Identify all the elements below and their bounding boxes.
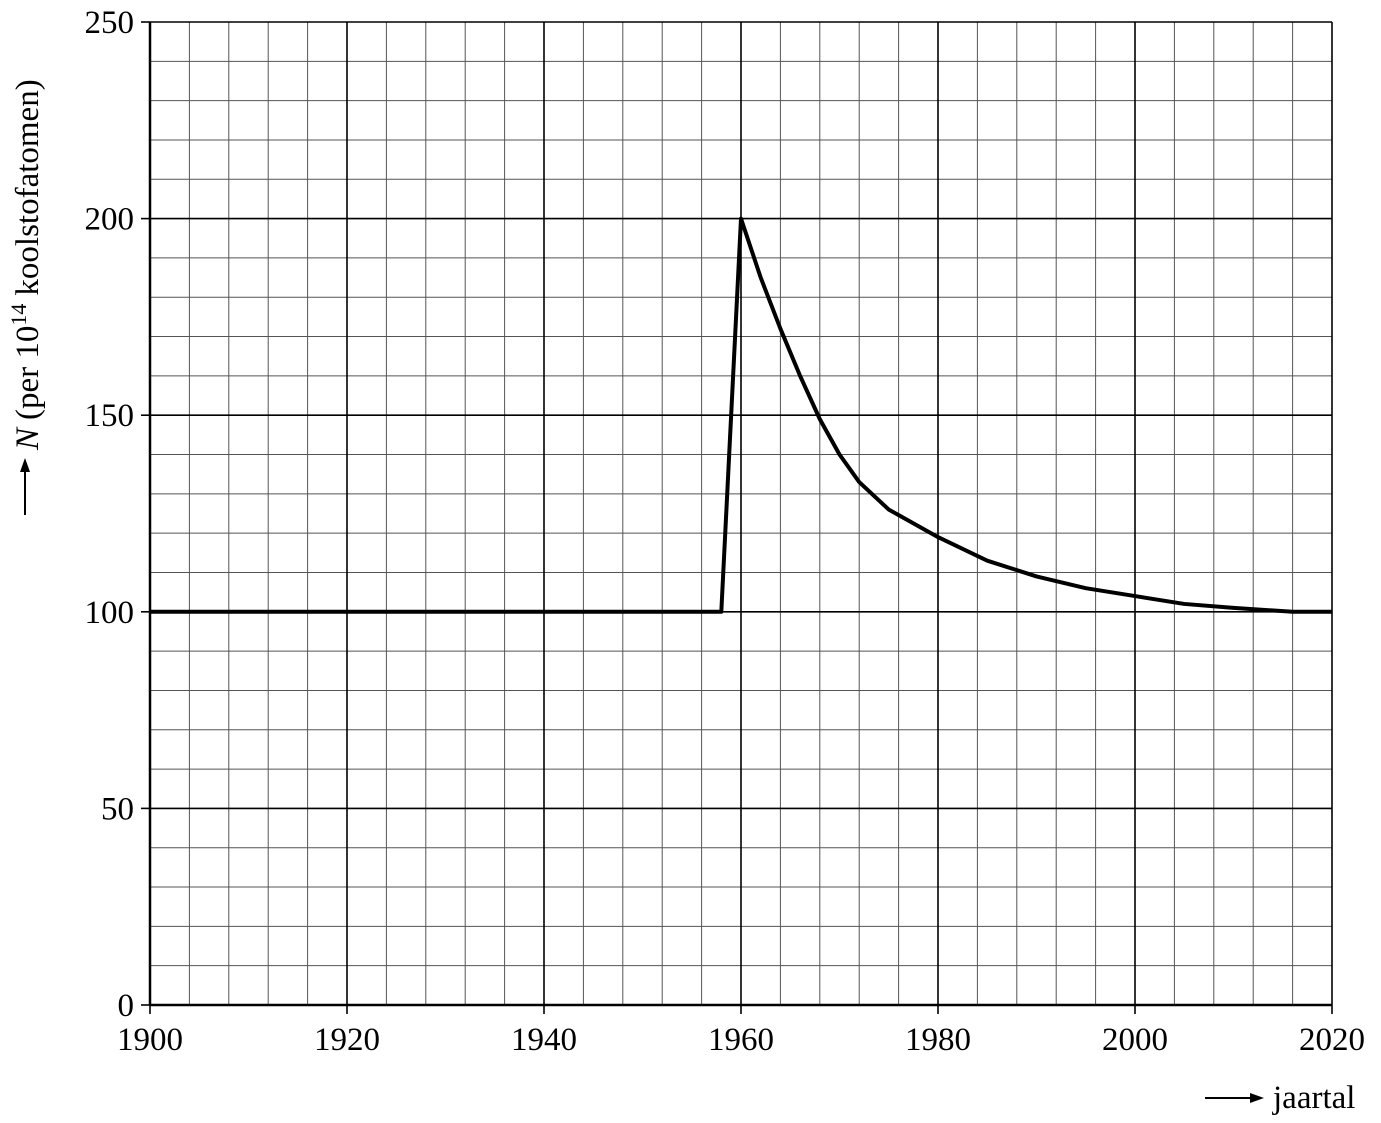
y-tick-label: 100 xyxy=(85,595,135,631)
x-label-arrowhead xyxy=(1250,1093,1264,1103)
x-tick-label: 1980 xyxy=(905,1022,971,1058)
x-axis-label: jaartal xyxy=(1272,1080,1355,1116)
y-label-arrowhead xyxy=(20,458,30,472)
y-label-exponent: 14 xyxy=(6,304,31,326)
x-tick-label: 2000 xyxy=(1102,1022,1168,1058)
y-label-text: (per 10 xyxy=(10,326,46,420)
y-tick-label: 150 xyxy=(85,398,135,434)
x-tick-label: 2020 xyxy=(1299,1022,1365,1058)
y-tick-label: 0 xyxy=(118,988,135,1024)
x-tick-label: 1940 xyxy=(511,1022,577,1058)
y-label-text: koolstofatomen) xyxy=(10,79,46,295)
y-tick-label: 50 xyxy=(101,791,134,827)
x-tick-label: 1900 xyxy=(117,1022,183,1058)
x-tick-label: 1960 xyxy=(708,1022,774,1058)
y-axis-label: N (per 1014 koolstofatomen) xyxy=(6,79,46,451)
y-label-symbol: N xyxy=(10,426,46,451)
data-line xyxy=(150,216,1332,614)
x-tick-label: 1920 xyxy=(314,1022,380,1058)
grid xyxy=(149,21,1333,1006)
y-tick-label: 200 xyxy=(85,202,135,238)
y-tick-label: 250 xyxy=(85,5,135,41)
